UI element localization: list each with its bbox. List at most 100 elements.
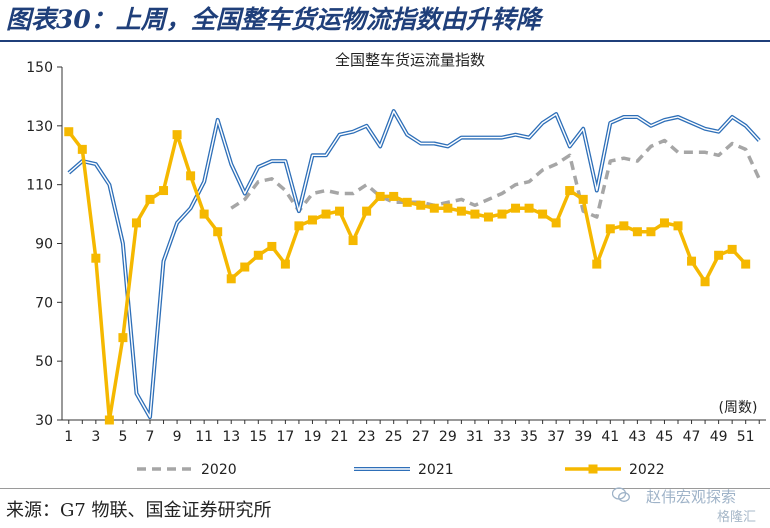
series-line-inner-2021 bbox=[68, 110, 760, 418]
watermark: 赵伟宏观探索 格隆汇 bbox=[610, 486, 760, 526]
y-tick-label: 110 bbox=[26, 178, 53, 194]
data-point-2022 bbox=[240, 262, 250, 272]
x-tick-label: 7 bbox=[146, 429, 155, 445]
data-point-2022 bbox=[172, 130, 182, 140]
data-point-2022 bbox=[646, 227, 656, 237]
data-point-2022 bbox=[538, 209, 548, 219]
data-point-2022 bbox=[131, 218, 141, 228]
title-divider bbox=[0, 40, 770, 42]
data-point-2022 bbox=[64, 127, 74, 137]
data-point-2022 bbox=[511, 203, 521, 213]
data-point-2022 bbox=[700, 277, 710, 287]
chart-title: 全国整车货运流量指数 bbox=[335, 51, 485, 69]
data-point-2022 bbox=[118, 333, 128, 343]
y-tick-label: 50 bbox=[35, 354, 53, 370]
x-axis-unit-label: (周数) bbox=[719, 400, 758, 416]
y-tick-label: 90 bbox=[35, 237, 53, 253]
legend-item-2020: 2020 bbox=[137, 462, 237, 478]
y-tick-label: 70 bbox=[35, 295, 53, 311]
legend-marker-2022 bbox=[588, 464, 598, 474]
source-note: 来源：G7 物联、国金证券研究所 bbox=[6, 500, 272, 521]
data-point-2022 bbox=[145, 194, 155, 204]
x-tick-label: 1 bbox=[64, 429, 73, 445]
data-point-2022 bbox=[416, 200, 426, 210]
x-tick-label: 11 bbox=[195, 429, 213, 445]
watermark-name: 赵伟宏观探索 bbox=[645, 488, 736, 506]
data-point-2022 bbox=[565, 186, 575, 196]
series-layer bbox=[64, 109, 761, 425]
x-tick-label: 17 bbox=[276, 429, 294, 445]
data-point-2022 bbox=[673, 221, 683, 231]
data-point-2022 bbox=[687, 256, 697, 266]
x-tick-label: 49 bbox=[710, 429, 728, 445]
data-point-2022 bbox=[91, 253, 101, 263]
series-2020 bbox=[230, 138, 761, 219]
data-point-2022 bbox=[267, 241, 277, 251]
x-tick-label: 25 bbox=[385, 429, 403, 445]
legend-item-2021: 2021 bbox=[354, 462, 454, 478]
data-point-2022 bbox=[483, 212, 493, 222]
x-tick-label: 47 bbox=[683, 429, 701, 445]
data-point-2022 bbox=[226, 274, 236, 284]
y-tick-label: 130 bbox=[26, 119, 53, 135]
data-point-2022 bbox=[402, 197, 412, 207]
data-point-2022 bbox=[578, 194, 588, 204]
data-point-2022 bbox=[470, 209, 480, 219]
series-line-2020 bbox=[230, 138, 761, 219]
x-tick-label: 29 bbox=[439, 429, 457, 445]
legend-label-2021: 2021 bbox=[418, 462, 454, 478]
data-point-2022 bbox=[727, 244, 737, 254]
legend-item-2022: 2022 bbox=[565, 462, 665, 478]
x-tick-label: 37 bbox=[547, 429, 565, 445]
y-tick-label: 30 bbox=[35, 413, 53, 429]
data-point-2022 bbox=[497, 209, 507, 219]
series-2022 bbox=[64, 127, 751, 425]
data-point-2022 bbox=[77, 144, 87, 154]
data-point-2022 bbox=[186, 171, 196, 181]
data-point-2022 bbox=[199, 209, 209, 219]
y-tick-label: 150 bbox=[26, 60, 53, 76]
data-point-2022 bbox=[741, 259, 751, 269]
data-point-2022 bbox=[321, 209, 331, 219]
x-tick-label: 9 bbox=[173, 429, 182, 445]
data-point-2022 bbox=[524, 203, 534, 213]
x-tick-label: 5 bbox=[118, 429, 127, 445]
data-point-2022 bbox=[375, 191, 385, 201]
series-2021 bbox=[67, 109, 761, 420]
data-point-2022 bbox=[632, 227, 642, 237]
data-point-2022 bbox=[714, 250, 724, 260]
x-tick-label: 39 bbox=[574, 429, 592, 445]
data-point-2022 bbox=[104, 415, 114, 425]
x-tick-label: 41 bbox=[601, 429, 619, 445]
data-point-2022 bbox=[456, 206, 466, 216]
data-point-2022 bbox=[592, 259, 602, 269]
data-point-2022 bbox=[551, 218, 561, 228]
wechat-icon bbox=[612, 487, 630, 502]
x-tick-label: 31 bbox=[466, 429, 484, 445]
legend-label-2022: 2022 bbox=[629, 462, 665, 478]
x-tick-label: 27 bbox=[412, 429, 430, 445]
x-tick-label: 43 bbox=[628, 429, 646, 445]
data-point-2022 bbox=[389, 191, 399, 201]
x-tick-label: 21 bbox=[331, 429, 349, 445]
data-point-2022 bbox=[307, 215, 317, 225]
watermark-site: 格隆汇 bbox=[716, 510, 756, 525]
data-point-2022 bbox=[348, 236, 358, 246]
data-point-2022 bbox=[443, 203, 453, 213]
x-tick-label: 15 bbox=[249, 429, 267, 445]
x-tick-label: 23 bbox=[358, 429, 376, 445]
x-tick-label: 3 bbox=[91, 429, 100, 445]
x-tick-label: 45 bbox=[656, 429, 674, 445]
data-point-2022 bbox=[294, 221, 304, 231]
figure-title: 图表30：上周，全国整车货运物流指数由升转降 bbox=[6, 5, 541, 34]
data-point-2022 bbox=[605, 224, 615, 234]
legend-label-2020: 2020 bbox=[201, 462, 237, 478]
data-point-2022 bbox=[159, 186, 169, 196]
x-tick-label: 33 bbox=[493, 429, 511, 445]
data-point-2022 bbox=[659, 218, 669, 228]
x-tick-label: 19 bbox=[304, 429, 322, 445]
source-divider bbox=[0, 488, 770, 489]
data-point-2022 bbox=[362, 206, 372, 216]
data-point-2022 bbox=[213, 227, 223, 237]
